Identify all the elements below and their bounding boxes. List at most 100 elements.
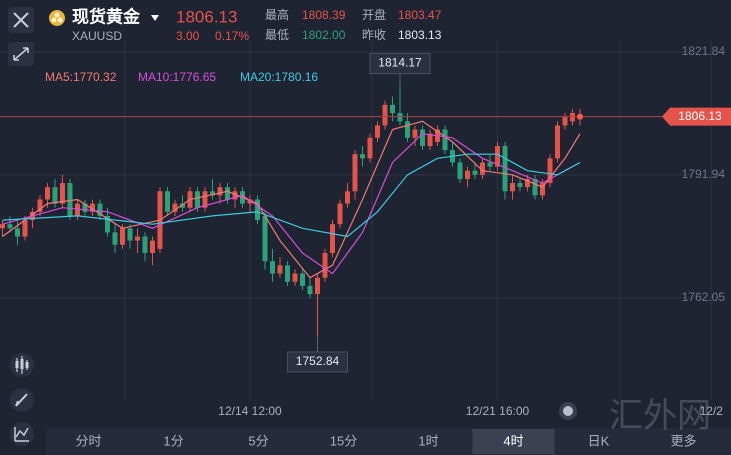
candle-body (547, 158, 553, 184)
candle-body (465, 170, 471, 179)
close-button[interactable] (8, 7, 34, 33)
last-price-dot (577, 113, 584, 120)
candle-body (442, 129, 448, 151)
candle-body (262, 215, 268, 262)
candle-body (172, 203, 178, 212)
candle-body (480, 162, 486, 175)
candle-body (269, 261, 275, 274)
candle-body (555, 125, 561, 159)
tab-label: 更多 (670, 433, 696, 448)
stat-value: 1803.13 (398, 28, 442, 42)
tab[interactable]: 4时 (472, 429, 555, 454)
candle-body (292, 273, 298, 282)
legend-entry: MA5:1770.32 (45, 70, 117, 84)
tool-icon (25, 362, 29, 368)
candle-body (7, 224, 13, 229)
candle-body (127, 228, 133, 241)
candle-body (0, 224, 5, 229)
candle-body (405, 121, 411, 138)
candle-body (517, 183, 523, 188)
annotation-label: 1752.84 (296, 354, 340, 368)
annotation-box (286, 351, 348, 373)
change-pct: 0.17% (215, 29, 249, 43)
candle-body (89, 203, 95, 212)
stat-value: 1808.39 (302, 8, 346, 22)
stat-value: 1803.47 (398, 8, 442, 22)
candle-body (67, 183, 73, 216)
draw-tool[interactable] (10, 388, 34, 412)
tab[interactable]: 分时 (75, 433, 101, 448)
candle-body (164, 191, 170, 212)
tab-label: 15分 (330, 433, 357, 448)
candle-body (307, 285, 313, 295)
candle-body (367, 137, 373, 159)
tab[interactable]: 更多 (670, 433, 696, 448)
candle-body (427, 133, 433, 146)
candle-body (74, 203, 80, 216)
tab[interactable]: 1分 (163, 433, 183, 448)
title: 现货黄金 (72, 6, 141, 26)
chart-tool[interactable] (10, 422, 34, 446)
gold-icon (49, 10, 65, 26)
candle-body (217, 187, 223, 196)
tab-bar (46, 428, 731, 455)
candle-body (202, 191, 208, 208)
symbol-selector[interactable]: 现货黄金 XAUUSD (49, 6, 159, 43)
candle-body (472, 170, 478, 175)
candle-body (502, 145, 508, 192)
candle-body (22, 220, 28, 237)
tab-label: 1分 (163, 433, 183, 448)
stat-label: 开盘 (362, 7, 386, 22)
annotation-label: 1814.17 (378, 56, 422, 70)
indicator-tool[interactable] (10, 353, 34, 377)
candle-body (119, 228, 125, 245)
candle-body (344, 191, 350, 204)
candle-body (359, 154, 365, 159)
gold-icon-dot (54, 12, 60, 18)
x-tick-label: 12/2 (700, 404, 724, 418)
candle-body (570, 113, 576, 122)
gold-icon-dot (57, 17, 63, 23)
overlay: MA5:1770.32 MA10:1776.65 MA20:1780.16 1806.… (0, 53, 731, 373)
ma-line (2, 153, 581, 238)
tab[interactable]: 日K (588, 433, 610, 448)
tab-label: 4时 (503, 433, 523, 448)
y-tick-label: 1762.05 (682, 290, 726, 304)
tab[interactable]: 5分 (248, 433, 268, 448)
toggle-dot (563, 406, 573, 416)
candle-body (14, 228, 20, 237)
y-tick-label: 1821.84 (682, 44, 726, 58)
x-tick-label: 12/14 12:00 (218, 404, 282, 418)
tool-icon (20, 359, 24, 369)
candle-body (487, 162, 493, 167)
candle-body (322, 252, 328, 278)
x-tick-label: 12/21 16:00 (466, 404, 530, 418)
tab-label: 5分 (248, 433, 268, 448)
candle-body (299, 273, 305, 286)
candle-body (412, 129, 418, 138)
candle-body (179, 203, 185, 208)
candle-body (232, 191, 238, 200)
candle-body (44, 187, 50, 200)
crosshair-toggle[interactable] (559, 402, 577, 420)
candle-body (397, 113, 403, 122)
close-icon (13, 12, 29, 28)
candle-body (540, 183, 546, 196)
tab[interactable]: 1时 (418, 433, 438, 448)
expand-icon (13, 47, 29, 61)
tab-label: 日K (588, 433, 610, 448)
candle-body (382, 104, 388, 126)
expand-button[interactable] (8, 42, 34, 66)
tab[interactable]: 15分 (330, 433, 357, 448)
tool-icon (14, 427, 29, 442)
candle-body (134, 236, 140, 241)
candle-body (149, 240, 155, 253)
stat-label: 最低 (265, 28, 289, 42)
candle-body (112, 232, 118, 245)
candle-body (97, 203, 103, 216)
candle-body (457, 162, 463, 179)
stat-label: 昨收 (362, 28, 386, 42)
candle-body (82, 203, 88, 212)
